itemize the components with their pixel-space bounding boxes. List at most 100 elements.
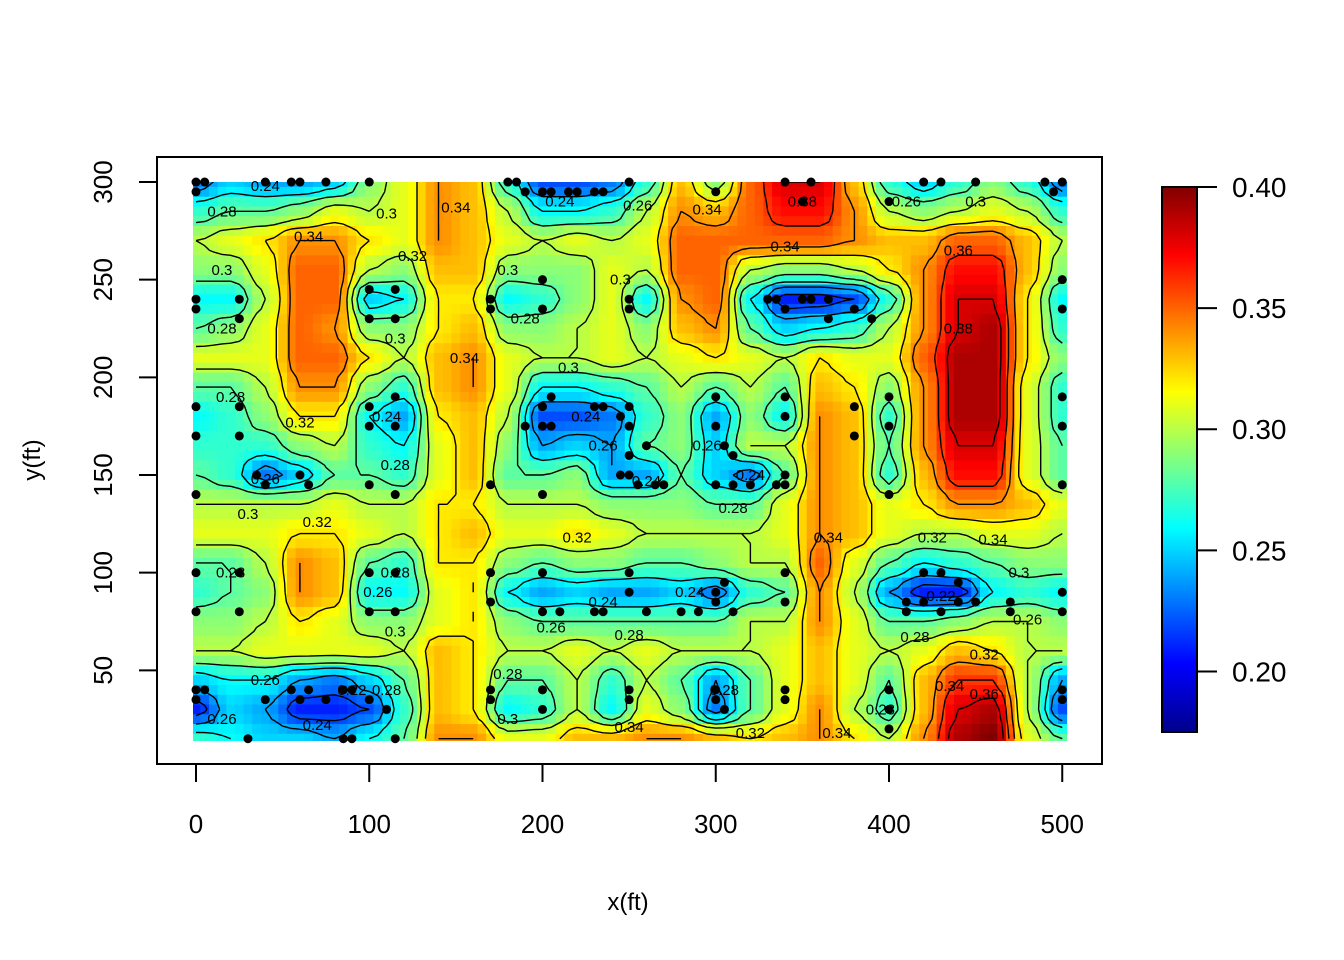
plot-frame bbox=[156, 156, 1103, 765]
contour-label: 0.26 bbox=[251, 672, 280, 689]
contour-label: 0.34 bbox=[814, 530, 843, 547]
x-tick-label: 0 bbox=[189, 809, 203, 839]
sample-point bbox=[901, 597, 911, 607]
sample-point bbox=[538, 402, 547, 412]
sample-point bbox=[512, 177, 522, 187]
sample-point bbox=[780, 568, 790, 578]
contour-label: 0.24 bbox=[571, 408, 600, 425]
sample-point bbox=[390, 284, 400, 294]
contour-label: 0.32 bbox=[736, 725, 765, 742]
y-axis-title: y(ft) bbox=[19, 439, 46, 480]
contour-label: 0.3 bbox=[212, 262, 233, 279]
contour-label: 0.34 bbox=[615, 719, 644, 736]
sample-point bbox=[252, 470, 262, 480]
sample-point bbox=[780, 597, 790, 607]
sample-point bbox=[572, 187, 582, 197]
sample-point bbox=[191, 304, 201, 314]
sample-point bbox=[633, 480, 643, 490]
contour-label: 0.32 bbox=[563, 530, 592, 547]
sample-point bbox=[1005, 597, 1015, 607]
sample-point bbox=[390, 734, 400, 744]
contour-label: 0.26 bbox=[1013, 612, 1042, 629]
contour-labels: 0.240.280.340.30.280.30.320.30.340.240.2… bbox=[207, 178, 1042, 742]
sample-point bbox=[338, 685, 348, 695]
sample-point bbox=[936, 568, 946, 578]
contour-label: 0.3 bbox=[385, 330, 406, 347]
sample-point bbox=[364, 177, 374, 187]
sample-point bbox=[615, 470, 625, 480]
sample-point bbox=[711, 695, 721, 705]
sample-point bbox=[624, 294, 634, 304]
sample-point bbox=[563, 187, 573, 197]
contour-label: 0.28 bbox=[493, 666, 522, 683]
sample-point bbox=[538, 187, 547, 197]
sample-point bbox=[771, 480, 781, 490]
sample-point bbox=[191, 431, 201, 441]
sample-point bbox=[338, 734, 348, 744]
sample-point bbox=[390, 392, 400, 402]
sample-point bbox=[624, 421, 634, 431]
x-tick-label: 300 bbox=[694, 809, 737, 839]
sample-point bbox=[1057, 392, 1067, 402]
sample-point bbox=[1049, 187, 1059, 197]
sample-point bbox=[598, 402, 608, 412]
sample-point bbox=[191, 607, 201, 617]
sample-point bbox=[538, 685, 547, 695]
contour-label: 0.3 bbox=[610, 272, 631, 289]
sample-point bbox=[797, 294, 807, 304]
sample-point bbox=[971, 597, 981, 607]
contour-label: 0.34 bbox=[441, 199, 470, 216]
sample-point bbox=[797, 197, 807, 207]
sample-point bbox=[953, 597, 963, 607]
colorbar-tick-label: 0.35 bbox=[1232, 293, 1287, 324]
sample-point bbox=[719, 577, 729, 587]
sample-point bbox=[295, 470, 305, 480]
sample-point bbox=[867, 314, 877, 324]
sample-point bbox=[546, 392, 556, 402]
x-tick-label: 200 bbox=[521, 809, 564, 839]
sample-point bbox=[624, 685, 634, 695]
sample-point bbox=[382, 704, 392, 714]
sample-point bbox=[546, 187, 556, 197]
sample-point bbox=[624, 695, 634, 705]
contour-label: 0.34 bbox=[692, 201, 721, 218]
sample-point bbox=[538, 704, 547, 714]
sample-point bbox=[486, 685, 496, 695]
sample-point bbox=[538, 275, 547, 285]
sample-point bbox=[260, 480, 270, 490]
sample-point bbox=[364, 314, 374, 324]
contour-label: 0.32 bbox=[398, 248, 427, 265]
sample-point bbox=[1057, 275, 1067, 285]
contour-label: 0.3 bbox=[558, 360, 579, 377]
contour-label: 0.26 bbox=[623, 197, 652, 214]
sample-point bbox=[1057, 177, 1067, 187]
contour-label: 0.3 bbox=[497, 711, 518, 728]
contour-label: 0.34 bbox=[450, 350, 479, 367]
sample-point bbox=[538, 568, 547, 578]
sample-point bbox=[728, 450, 738, 460]
sample-point bbox=[1057, 304, 1067, 314]
sample-point bbox=[191, 187, 201, 197]
sample-point bbox=[243, 734, 253, 744]
colorbar bbox=[1161, 186, 1198, 733]
sample-point bbox=[806, 294, 816, 304]
sample-point bbox=[728, 607, 738, 617]
sample-point bbox=[200, 177, 210, 187]
x-tick-label: 500 bbox=[1041, 809, 1084, 839]
contour-label: 0.34 bbox=[935, 678, 964, 695]
contour-label: 0.34 bbox=[822, 725, 851, 742]
sample-point bbox=[615, 411, 625, 421]
heatmap-cells bbox=[193, 182, 1068, 741]
sample-point bbox=[711, 685, 721, 695]
sample-points bbox=[191, 177, 1067, 744]
sample-point bbox=[919, 177, 929, 187]
sample-point bbox=[191, 568, 201, 578]
sample-point bbox=[321, 177, 331, 187]
sample-point bbox=[546, 421, 556, 431]
contour-label: 0.32 bbox=[918, 530, 947, 547]
sample-point bbox=[659, 480, 669, 490]
sample-point bbox=[849, 304, 859, 314]
contour-label: 0.3 bbox=[1009, 565, 1030, 582]
sample-point bbox=[234, 314, 244, 324]
contour-label: 0.28 bbox=[900, 629, 929, 646]
